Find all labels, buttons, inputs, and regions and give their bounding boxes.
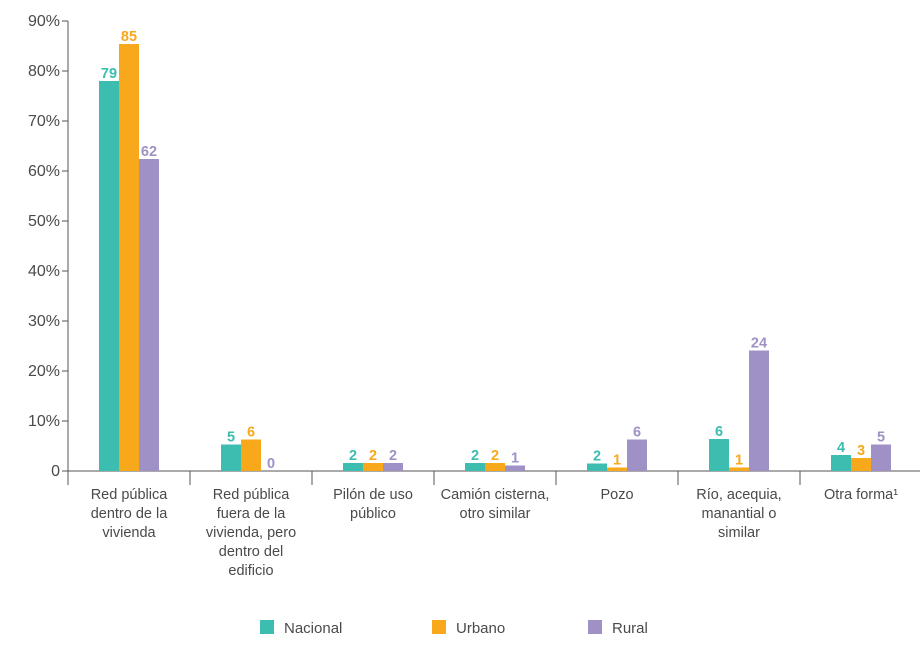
data-label: 2 <box>389 448 397 464</box>
data-label: 5 <box>227 430 235 446</box>
bar <box>363 463 383 471</box>
bar <box>851 458 871 471</box>
bar <box>383 463 403 471</box>
bar <box>241 439 261 471</box>
legend-label: Nacional <box>284 620 342 637</box>
legend-swatch <box>432 620 446 634</box>
y-tick-label: 50% <box>28 213 60 230</box>
x-tick-label: Río, acequia, manantial o similar <box>696 487 781 541</box>
y-axis: 0 10% 20% 30% 40% 50% 60% 70% 80% 90% <box>28 13 69 480</box>
x-tick-label: Pozo <box>600 487 633 503</box>
bar <box>485 463 505 471</box>
bar <box>871 444 891 471</box>
x-tick-label: Camión cisterna, otro similar <box>441 487 550 522</box>
y-tick-label: 80% <box>28 63 60 80</box>
bar <box>465 463 485 471</box>
bar <box>627 439 647 471</box>
legend-swatch <box>260 620 274 634</box>
legend-label: Urbano <box>456 620 505 637</box>
x-tick-label: Red pública dentro de la vivienda <box>91 487 169 541</box>
bar <box>831 455 851 471</box>
data-label: 3 <box>857 443 865 459</box>
x-axis: Red pública dentro de la vivienda Red públi… <box>67 470 920 579</box>
bar <box>139 159 159 471</box>
data-label: 2 <box>369 448 377 464</box>
data-label: 2 <box>593 449 601 465</box>
data-label: 1 <box>613 453 621 469</box>
data-label: 62 <box>141 144 157 160</box>
bar <box>119 44 139 471</box>
y-tick-label: 40% <box>28 263 60 280</box>
bar <box>505 465 525 471</box>
data-label: 24 <box>751 336 767 352</box>
x-tick-label: Red pública fuera de la vivienda, pero dent… <box>206 487 296 579</box>
data-label: 2 <box>349 448 357 464</box>
legend-label: Rural <box>612 620 648 637</box>
data-label: 6 <box>247 425 255 441</box>
y-tick-label: 20% <box>28 363 60 380</box>
y-tick-label: 90% <box>28 13 60 30</box>
bars <box>99 44 891 471</box>
bar <box>99 81 119 471</box>
bar <box>607 467 627 471</box>
bar <box>749 350 769 471</box>
y-tick-label: 10% <box>28 413 60 430</box>
data-label: 2 <box>471 448 479 464</box>
x-tick-label: Otra forma¹ <box>824 487 898 503</box>
y-tick-label: 70% <box>28 113 60 130</box>
bar <box>729 467 749 471</box>
bar <box>709 439 729 471</box>
legend-swatch <box>588 620 602 634</box>
data-label: 5 <box>877 430 885 446</box>
bar <box>343 463 363 471</box>
data-label: 2 <box>491 448 499 464</box>
legend: Nacional Urbano Rural <box>260 620 648 637</box>
data-label: 0 <box>267 456 275 472</box>
x-tick-label: Pilón de uso público <box>333 487 413 522</box>
y-tick-label: 30% <box>28 313 60 330</box>
data-label: 6 <box>715 424 723 440</box>
data-label: 85 <box>121 29 137 45</box>
y-tick-label: 0 <box>51 463 60 480</box>
bar <box>587 463 607 471</box>
y-tick-label: 60% <box>28 163 60 180</box>
data-label: 1 <box>511 451 519 467</box>
bar <box>221 444 241 471</box>
data-label: 1 <box>735 453 743 469</box>
data-label: 4 <box>837 440 845 456</box>
data-label: 79 <box>101 66 117 82</box>
data-label: 6 <box>633 425 641 441</box>
